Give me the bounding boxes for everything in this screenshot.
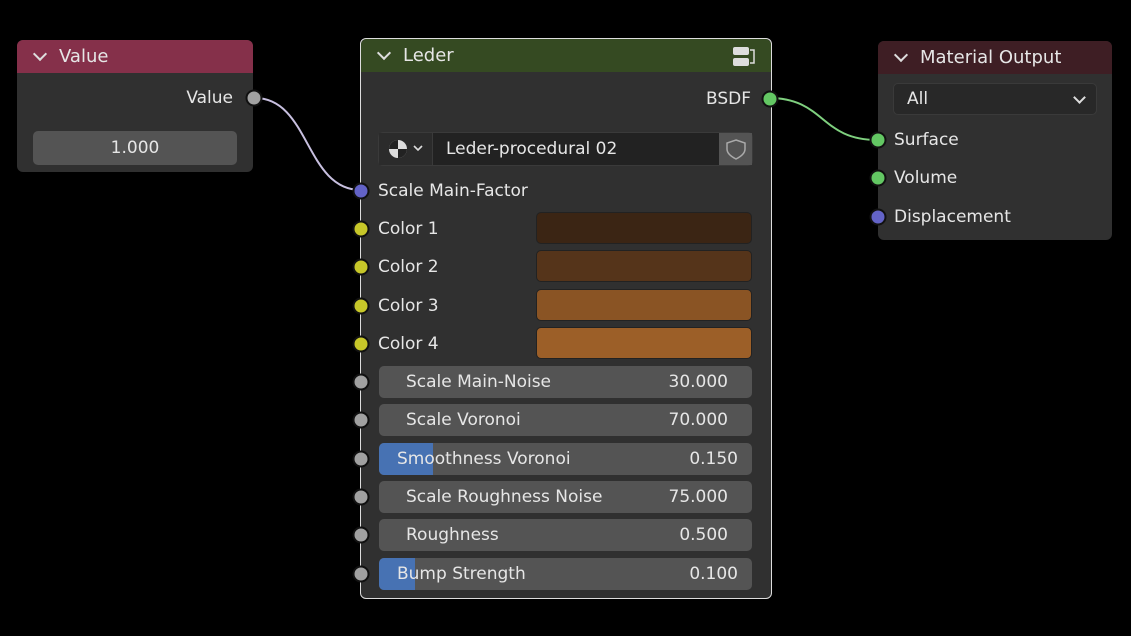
value-field[interactable]: 1.000 — [33, 131, 237, 165]
node-tree-name[interactable]: Leder-procedural 02 — [446, 139, 618, 159]
target-dropdown[interactable]: All — [893, 83, 1097, 115]
input-socket[interactable] — [869, 131, 887, 149]
material-output-header[interactable]: Material Output — [878, 41, 1112, 74]
slider-field[interactable]: Smoothness Voronoi 0.150 — [379, 442, 752, 475]
field-value: 70.000 — [668, 410, 728, 431]
output-label: Value — [186, 88, 233, 108]
collapse-chevron-icon[interactable] — [893, 47, 909, 63]
input-label: Volume — [894, 168, 958, 189]
color-swatch[interactable] — [536, 326, 752, 359]
output-label-bsdf: BSDF — [705, 89, 751, 109]
value-socket[interactable] — [352, 526, 370, 544]
browse-button[interactable] — [379, 133, 433, 165]
input-label: Displacement — [894, 206, 1011, 227]
node-title: Leder — [403, 45, 454, 66]
number-field[interactable]: Roughness 0.500 — [379, 519, 752, 552]
slider-fill — [379, 442, 434, 475]
number-field[interactable]: Scale Voronoi 70.000 — [379, 404, 752, 437]
value-node[interactable]: Value Value 1.000 — [17, 40, 263, 172]
field-label: Smoothness Voronoi — [397, 448, 571, 469]
group-node-leder[interactable]: Leder BSDF Leder-procedural 02 Scale Mai… — [352, 38, 779, 599]
material-output-node[interactable]: Material Output All Surface Volume Displac… — [869, 41, 1112, 240]
field-value: 75.000 — [668, 486, 728, 507]
output-socket-bsdf[interactable] — [761, 90, 779, 108]
chevron-down-icon — [1073, 91, 1086, 104]
value-socket[interactable] — [352, 565, 370, 582]
color-label: Color 2 — [378, 257, 439, 278]
color-socket[interactable] — [352, 335, 370, 353]
node-tree-selector[interactable]: Leder-procedural 02 — [378, 132, 753, 166]
color-label: Color 4 — [378, 333, 439, 354]
material-sphere-icon — [389, 140, 423, 158]
collapse-chevron-icon[interactable] — [376, 45, 392, 61]
number-field[interactable]: Scale Main-Noise 30.000 — [379, 366, 752, 398]
value-socket[interactable] — [352, 373, 370, 391]
input-socket[interactable] — [869, 169, 887, 187]
color-label: Color 3 — [378, 295, 439, 316]
output-socket[interactable] — [245, 89, 263, 107]
link-value-to-scale — [254, 97, 362, 191]
value-node-header[interactable]: Value — [17, 40, 253, 73]
field-value: 0.500 — [679, 525, 728, 546]
color-swatch[interactable] — [536, 250, 752, 283]
value-socket[interactable] — [352, 411, 370, 429]
input-socket[interactable] — [352, 182, 370, 200]
input-label: Surface — [894, 130, 959, 150]
color-socket[interactable] — [352, 258, 370, 276]
field-label: Scale Main-Noise — [406, 372, 552, 392]
slider-fill — [379, 557, 416, 590]
field-label: Scale Roughness Noise — [406, 486, 603, 507]
node-title: Value — [59, 46, 109, 67]
target-value: All — [907, 89, 929, 109]
color-socket[interactable] — [352, 297, 370, 315]
field-value: 0.100 — [689, 563, 738, 584]
input-label: Scale Main-Factor — [378, 181, 528, 201]
field-value: 30.000 — [668, 372, 728, 392]
value-socket[interactable] — [352, 450, 370, 468]
link-bsdf-to-surface — [768, 97, 878, 141]
color-label: Color 1 — [378, 219, 439, 239]
value-socket[interactable] — [352, 488, 370, 506]
color-swatch[interactable] — [536, 212, 752, 244]
node-title: Material Output — [920, 47, 1062, 68]
field-label: Scale Voronoi — [406, 410, 521, 431]
input-socket[interactable] — [869, 208, 887, 226]
group-node-header[interactable]: Leder — [361, 39, 771, 72]
color-swatch[interactable] — [536, 288, 752, 321]
collapse-chevron-icon[interactable] — [32, 46, 48, 62]
color-socket[interactable] — [352, 220, 370, 238]
slider-field[interactable]: Bump Strength 0.100 — [379, 557, 752, 590]
node-group-icon[interactable] — [731, 45, 757, 69]
number-field[interactable]: Scale Roughness Noise 75.000 — [379, 480, 752, 513]
field-label: Bump Strength — [397, 563, 526, 584]
shield-icon — [726, 139, 746, 160]
field-value: 0.150 — [689, 448, 738, 469]
fake-user-button[interactable] — [719, 133, 752, 165]
field-label: Roughness — [406, 525, 499, 546]
